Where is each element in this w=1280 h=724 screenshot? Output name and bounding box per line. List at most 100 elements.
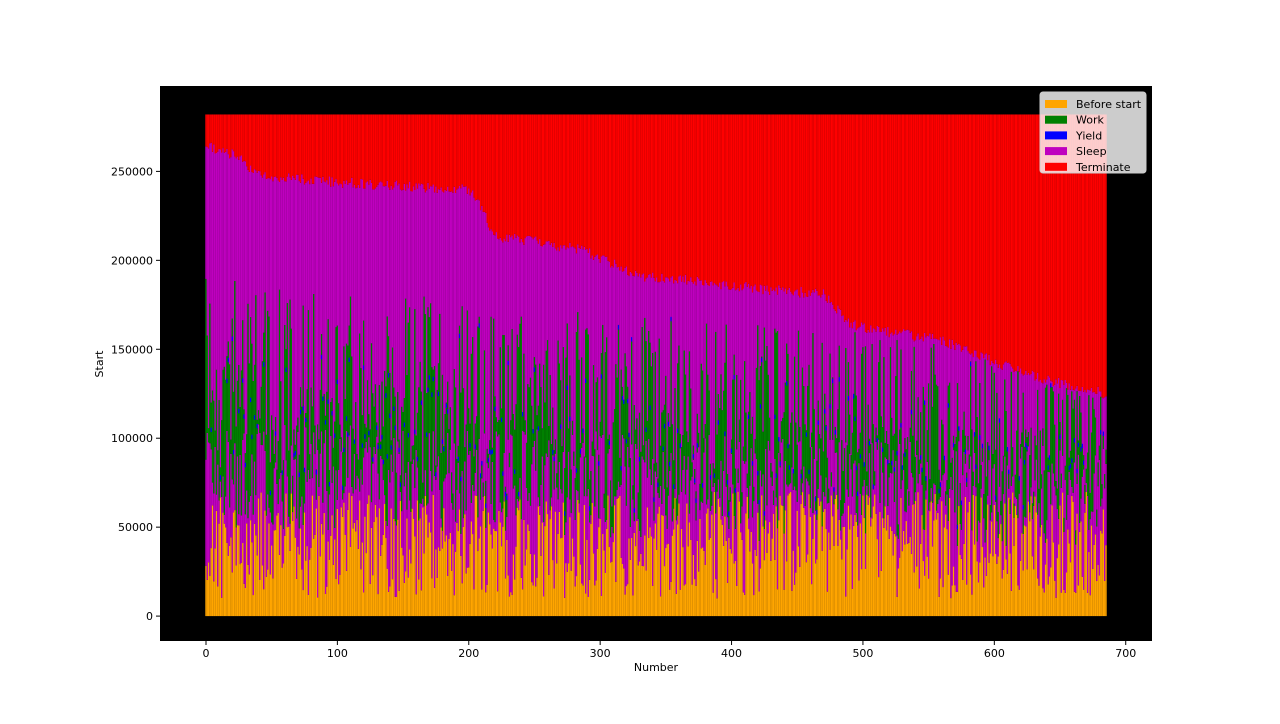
bar-segment-work bbox=[495, 417, 498, 432]
bar-segment-before-start bbox=[841, 559, 843, 617]
bar-segment-yield bbox=[362, 365, 365, 370]
bar-stack bbox=[979, 114, 981, 617]
bar-segment-work bbox=[634, 429, 637, 444]
bar-segment-sleep bbox=[532, 239, 534, 433]
bar-segment-sleep bbox=[209, 143, 211, 304]
bar-stack bbox=[573, 114, 575, 617]
bar-segment-before-start bbox=[391, 579, 394, 617]
bar-segment-terminate bbox=[256, 114, 258, 173]
bar-segment-before-start bbox=[322, 534, 324, 617]
bar-segment-work bbox=[386, 316, 388, 526]
bar-segment-terminate bbox=[440, 114, 442, 188]
bar-segment-sleep bbox=[893, 334, 896, 434]
bar-segment-work bbox=[398, 439, 400, 454]
bar-segment-work bbox=[1014, 474, 1017, 498]
bar-segment-terminate bbox=[962, 114, 964, 350]
bar-segment-sleep bbox=[608, 261, 611, 435]
bar-segment-terminate bbox=[833, 114, 835, 309]
bar-segment-sleep bbox=[843, 502, 846, 527]
bar-segment-sleep bbox=[475, 199, 478, 417]
bar-segment-before-start bbox=[228, 545, 231, 617]
bar-segment-sleep bbox=[441, 191, 444, 375]
bar-segment-work bbox=[675, 498, 678, 521]
bar-segment-work bbox=[636, 418, 638, 450]
bar-segment-sleep bbox=[741, 506, 743, 540]
bar-segment-work bbox=[552, 407, 554, 456]
bar-segment-terminate bbox=[805, 114, 808, 297]
bar-segment-before-start bbox=[548, 574, 550, 617]
bar-segment-work bbox=[976, 417, 978, 542]
bar-segment-sleep bbox=[582, 249, 584, 429]
bar-segment-terminate bbox=[399, 114, 402, 190]
bar-stack bbox=[930, 114, 932, 617]
bar-segment-work bbox=[620, 369, 622, 485]
bar-segment-terminate bbox=[1029, 114, 1031, 376]
bar-segment-work bbox=[448, 429, 450, 474]
bar-segment-terminate bbox=[465, 114, 467, 187]
bar-segment-sleep bbox=[217, 151, 219, 451]
bar-stack bbox=[447, 114, 449, 617]
bar-stack bbox=[952, 114, 955, 617]
bar-segment-work bbox=[793, 356, 796, 487]
bar-segment-sleep bbox=[596, 450, 599, 549]
bar-segment-terminate bbox=[738, 114, 741, 292]
bar-segment-terminate bbox=[729, 114, 731, 290]
bar-segment-sleep bbox=[314, 176, 316, 426]
bar-segment-work bbox=[301, 406, 303, 497]
bar-segment-sleep bbox=[615, 496, 617, 582]
bar-segment-work bbox=[867, 404, 869, 496]
bar-segment-sleep bbox=[1006, 362, 1009, 450]
bar-segment-work bbox=[1004, 379, 1006, 457]
bar-segment-sleep bbox=[913, 341, 915, 347]
bar-segment-sleep bbox=[959, 523, 961, 555]
bar-segment-sleep bbox=[728, 528, 730, 538]
bar-segment-sleep bbox=[817, 295, 819, 401]
bar-segment-work bbox=[1021, 432, 1023, 447]
bar-segment-sleep bbox=[320, 182, 323, 335]
bar-segment-yield bbox=[620, 466, 622, 471]
bar-segment-sleep bbox=[264, 172, 266, 293]
bar-segment-sleep bbox=[821, 294, 823, 343]
bar-segment-sleep bbox=[319, 177, 321, 390]
bar-segment-terminate bbox=[1061, 114, 1064, 381]
bar-segment-work bbox=[740, 379, 742, 524]
bar-segment-yield bbox=[633, 508, 635, 513]
bar-segment-sleep bbox=[553, 242, 555, 451]
bar-segment-yield bbox=[560, 424, 562, 429]
bar-segment-sleep bbox=[883, 518, 885, 528]
bar-segment-before-start bbox=[612, 542, 614, 617]
bar-segment-before-start bbox=[1073, 591, 1076, 617]
bar-stack bbox=[1039, 114, 1041, 617]
bar-segment-work bbox=[784, 382, 787, 461]
bar-segment-sleep bbox=[859, 326, 861, 433]
bar-segment-before-start bbox=[441, 548, 444, 617]
bar-segment-sleep bbox=[881, 472, 884, 519]
bar-segment-terminate bbox=[449, 114, 452, 192]
bar-stack bbox=[842, 114, 844, 617]
bar-segment-sleep bbox=[984, 542, 986, 558]
bar-segment-yield bbox=[728, 511, 730, 516]
bar-stack bbox=[315, 114, 318, 617]
bar-segment-work bbox=[590, 470, 592, 516]
bar-segment-work bbox=[272, 429, 274, 525]
bar-segment-before-start bbox=[519, 499, 521, 617]
bar-segment-sleep bbox=[1051, 381, 1053, 387]
bar-segment-work bbox=[765, 360, 767, 449]
bar-segment-work bbox=[749, 392, 751, 486]
bar-segment-sleep bbox=[478, 438, 480, 539]
bar-segment-work bbox=[975, 361, 977, 488]
bar-segment-terminate bbox=[326, 114, 328, 181]
bar-segment-work bbox=[962, 429, 964, 476]
bar-stack bbox=[482, 114, 484, 617]
bar-segment-yield bbox=[420, 400, 423, 405]
bar-segment-work bbox=[625, 366, 628, 506]
bar-segment-sleep bbox=[641, 456, 643, 566]
bar-stack bbox=[261, 114, 264, 617]
bar-segment-sleep bbox=[694, 281, 696, 470]
bar-segment-work bbox=[878, 362, 880, 440]
bar-stack bbox=[489, 114, 491, 617]
bar-segment-before-start bbox=[942, 587, 944, 617]
bar-segment-sleep bbox=[922, 341, 925, 387]
bar-segment-terminate bbox=[705, 114, 708, 283]
bar-segment-work bbox=[511, 329, 513, 436]
